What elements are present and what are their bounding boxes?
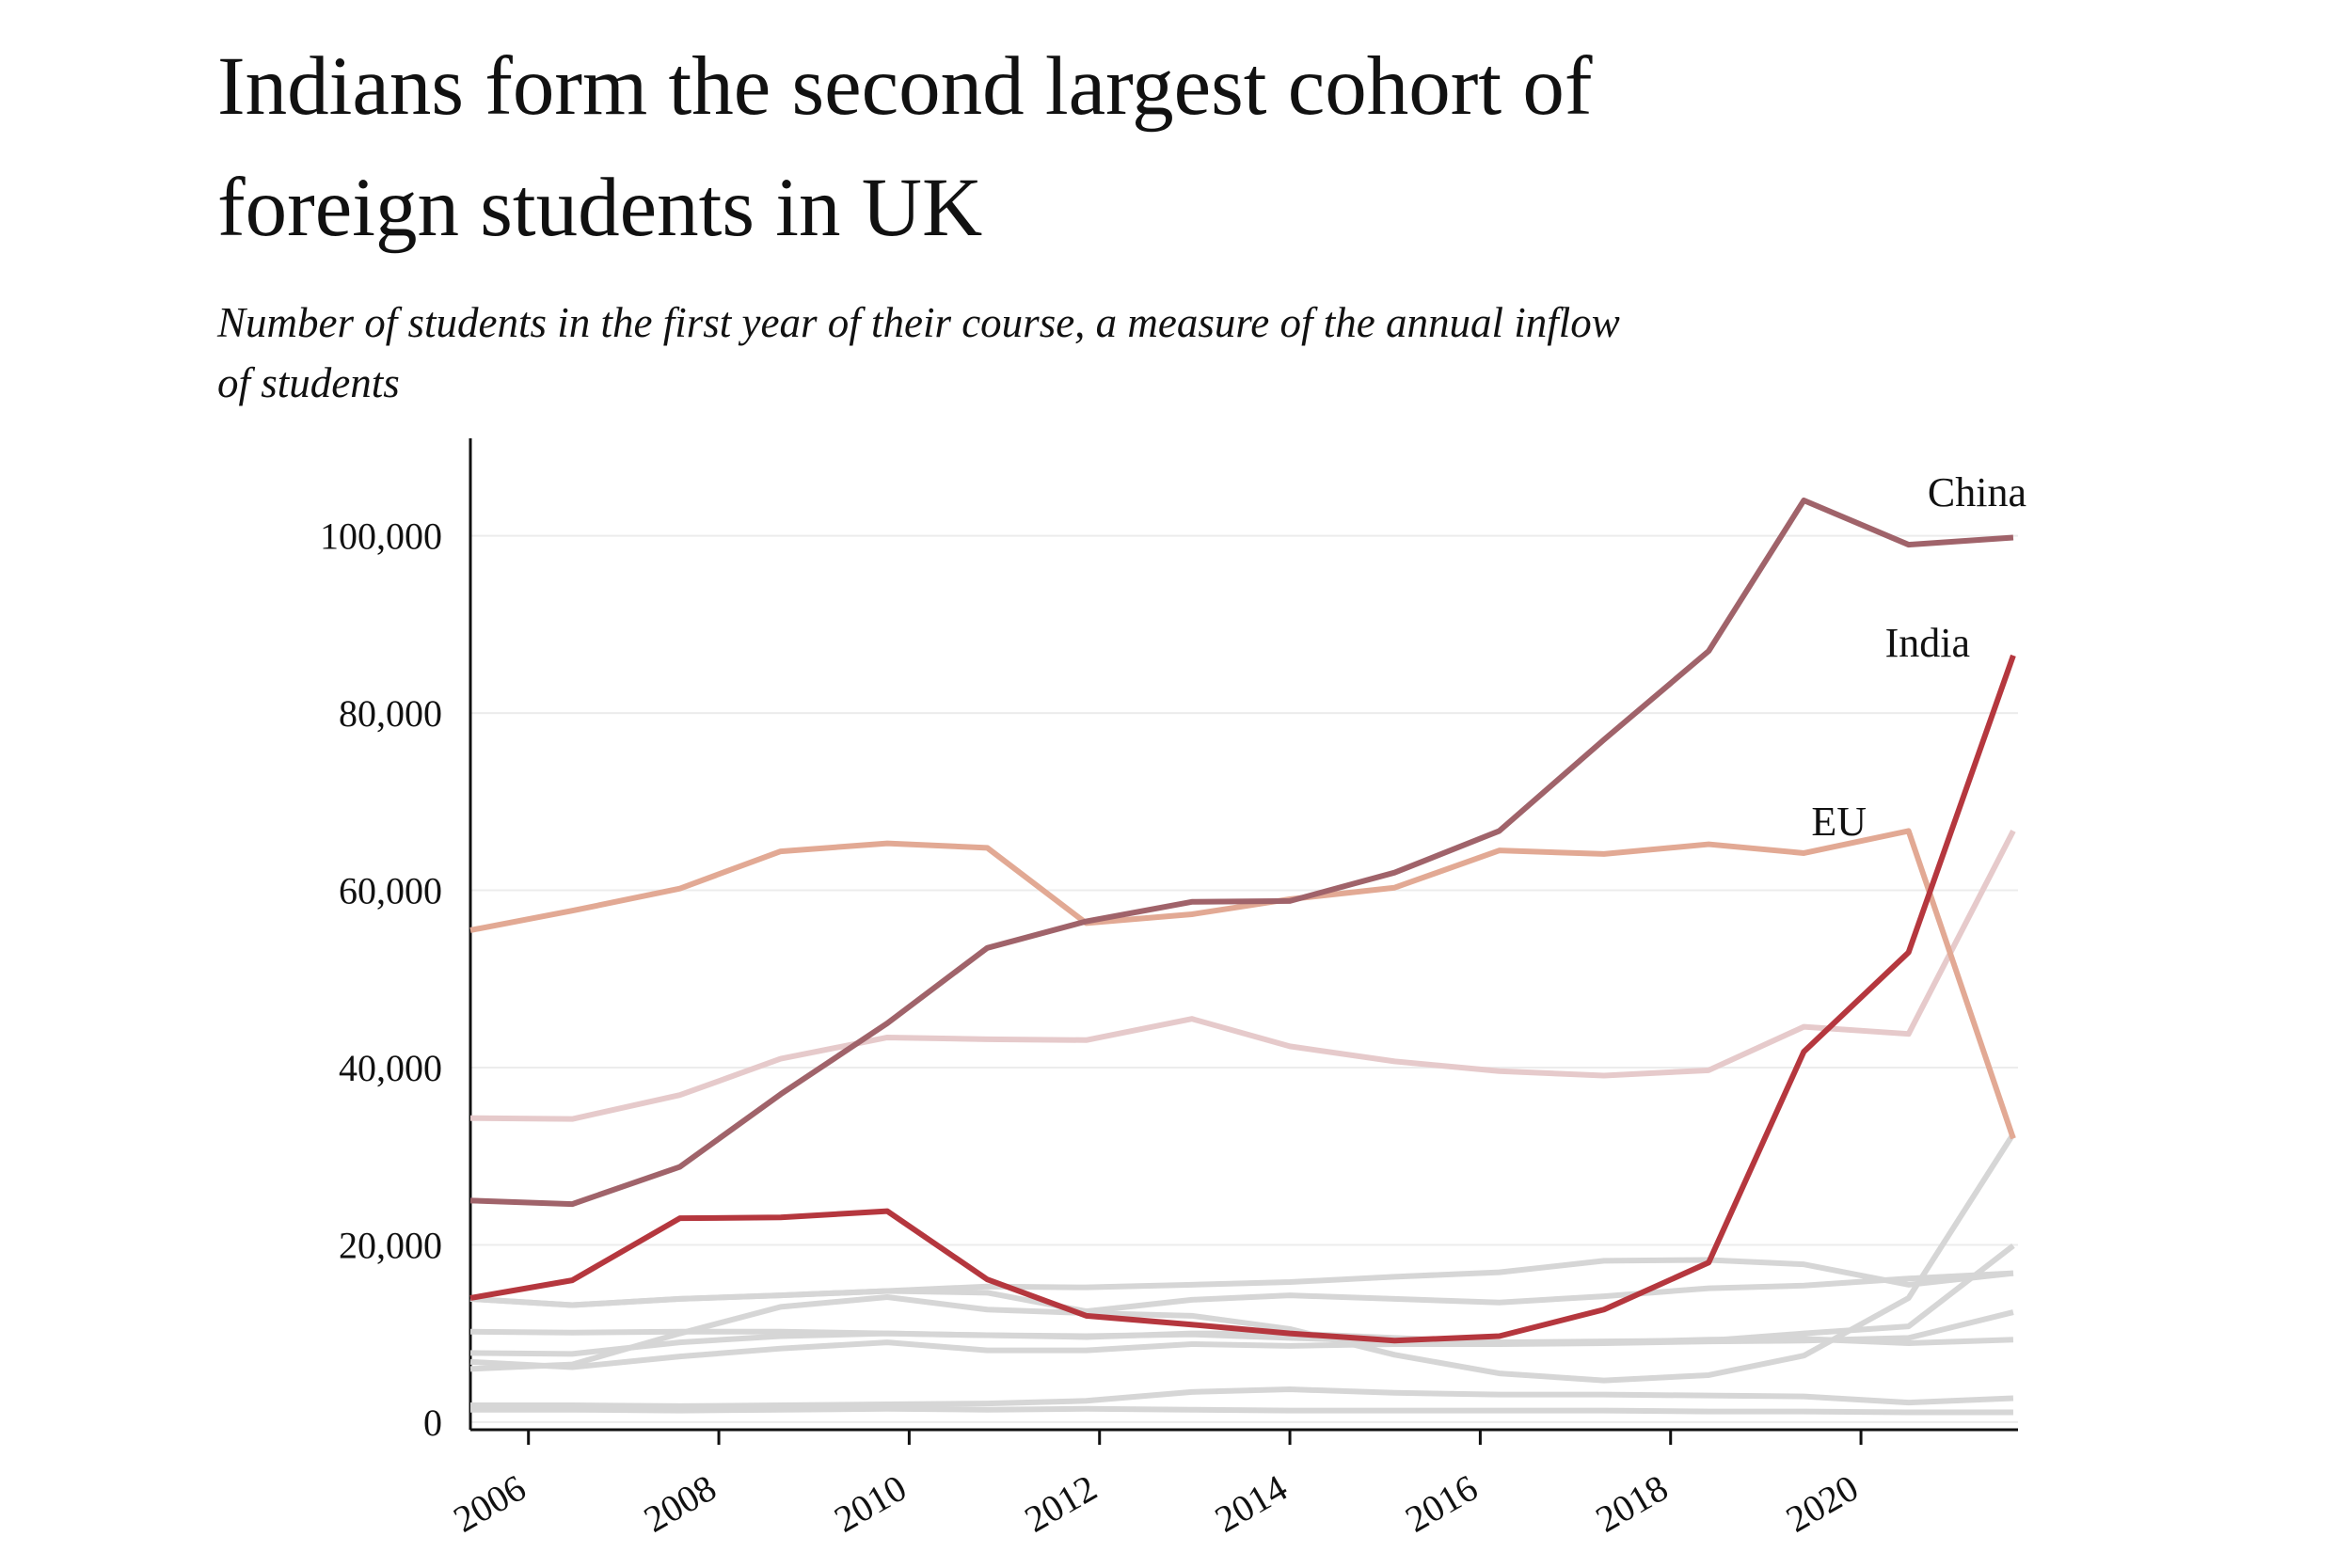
x-tick-label: 2016 [1398, 1466, 1485, 1541]
series-line [469, 654, 2016, 1344]
chart-subtitle: Number of students in the first year of … [216, 299, 1620, 346]
y-tick-label: 20,000 [339, 1224, 442, 1266]
series-label: EU [1811, 799, 1867, 845]
y-tick-label: 100,000 [320, 515, 442, 558]
x-tick-label: 2010 [827, 1466, 914, 1541]
series-line [469, 1270, 2014, 1315]
x-tick-label: 2012 [1017, 1466, 1104, 1541]
chart-title: foreign students in UK [217, 162, 982, 254]
x-tick-label: 2008 [637, 1466, 723, 1541]
series-line [469, 828, 2016, 1140]
y-tick-label: 40,000 [339, 1047, 442, 1089]
series-line [469, 497, 2014, 1208]
y-tick-label: 60,000 [339, 870, 442, 912]
x-tick-label: 2020 [1779, 1466, 1866, 1541]
series-line [470, 1386, 2014, 1409]
series-line [469, 1132, 2016, 1384]
x-tick-label: 2018 [1588, 1466, 1675, 1541]
x-tick-label: 2006 [446, 1466, 532, 1541]
x-tick-label: 2014 [1208, 1466, 1295, 1541]
y-tick-label: 80,000 [339, 692, 442, 735]
series-line [470, 1405, 2013, 1416]
series-label: China [1928, 469, 2026, 515]
series-line [469, 1309, 2014, 1370]
series-label: India [1885, 620, 1970, 666]
series-line [469, 830, 2016, 1122]
chart-subtitle: of students [217, 359, 400, 406]
y-tick-label: 0 [423, 1402, 442, 1444]
chart-title: Indians form the second largest cohort o… [217, 40, 1593, 133]
